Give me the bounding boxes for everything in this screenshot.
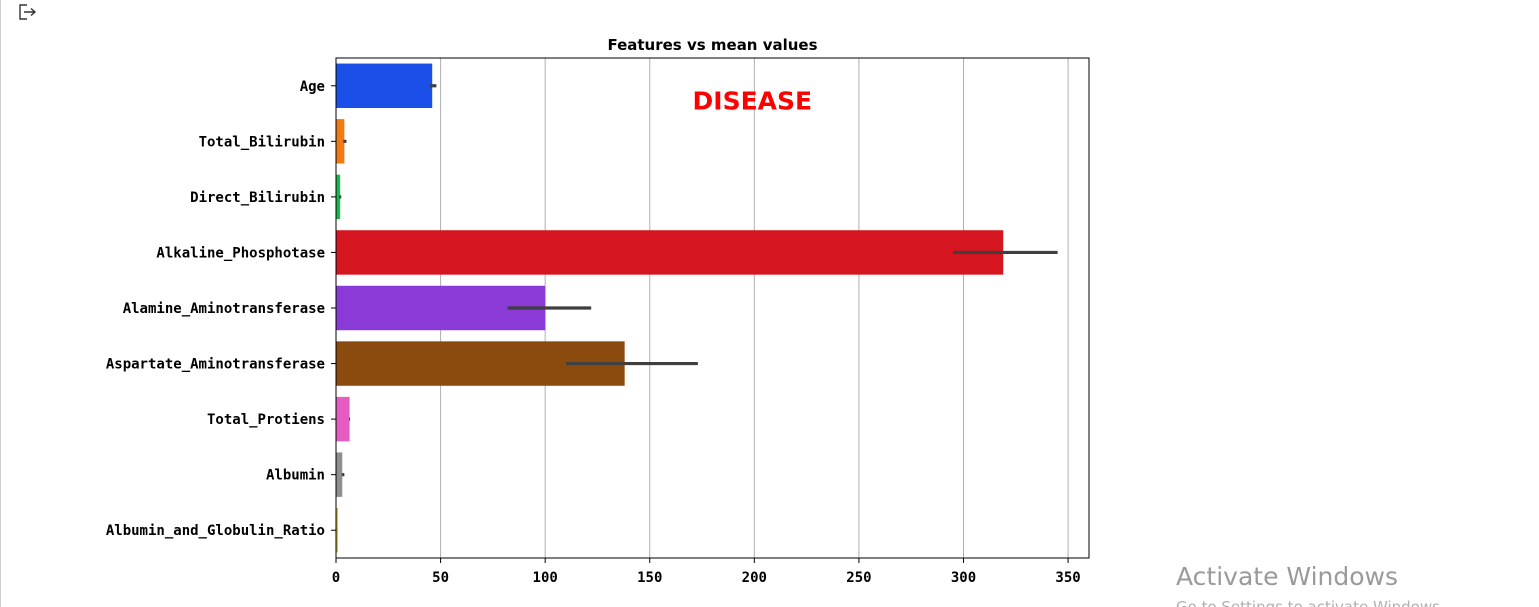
y-tick-label-total-bilirubin: Total_Bilirubin xyxy=(199,134,325,150)
y-tick-label-albumin: Albumin xyxy=(266,468,325,484)
output-arrow-icon[interactable] xyxy=(18,3,38,21)
y-tick-labels: Age Total_Bilirubin Direct_Bilirubin Alkali… xyxy=(106,79,336,539)
bar-albumin-and-globulin-ratio xyxy=(336,508,338,553)
y-tick-label-alkaline-phosphotase: Alkaline_Phosphotase xyxy=(156,245,325,261)
error-bars xyxy=(337,84,1058,532)
x-tick-label-200: 200 xyxy=(742,570,767,586)
x-tick-label-250: 250 xyxy=(846,570,871,586)
bar-total-bilirubin xyxy=(336,119,345,164)
activate-windows-title: Activate Windows xyxy=(1176,562,1398,591)
bar-total-protiens xyxy=(336,396,350,442)
y-tick-label-direct-bilirubin: Direct_Bilirubin xyxy=(190,190,325,206)
chart-title: Features vs mean values xyxy=(607,36,817,54)
x-tick-labels: 0 50 100 150 200 250 300 350 xyxy=(332,558,1081,586)
x-tick-label-50: 50 xyxy=(432,570,449,586)
y-tick-label-aspartate-aminotransferase: Aspartate_Aminotransferase xyxy=(106,357,325,373)
x-tick-label-300: 300 xyxy=(951,570,976,586)
y-tick-label-total-protiens: Total_Protiens xyxy=(207,412,325,428)
bar-alkaline-phosphotase xyxy=(336,230,1004,275)
y-tick-label-age: Age xyxy=(300,79,325,95)
x-tick-label-100: 100 xyxy=(533,570,558,586)
activate-windows-subtitle: Go to Settings to activate Windows. xyxy=(1176,598,1445,607)
y-tick-label-albumin-and-globulin-ratio: Albumin_and_Globulin_Ratio xyxy=(106,523,325,539)
x-tick-label-0: 0 xyxy=(332,570,340,586)
x-tick-label-350: 350 xyxy=(1055,570,1080,586)
bar-albumin xyxy=(336,452,343,497)
cell-left-border xyxy=(0,0,1,607)
bars xyxy=(336,63,1004,553)
disease-annotation: DISEASE xyxy=(693,86,813,115)
bar-age xyxy=(336,63,433,108)
y-tick-label-alamine-aminotransferase: Alamine_Aminotransferase xyxy=(123,301,325,317)
bar-direct-bilirubin xyxy=(336,174,341,220)
x-tick-label-150: 150 xyxy=(637,570,662,586)
